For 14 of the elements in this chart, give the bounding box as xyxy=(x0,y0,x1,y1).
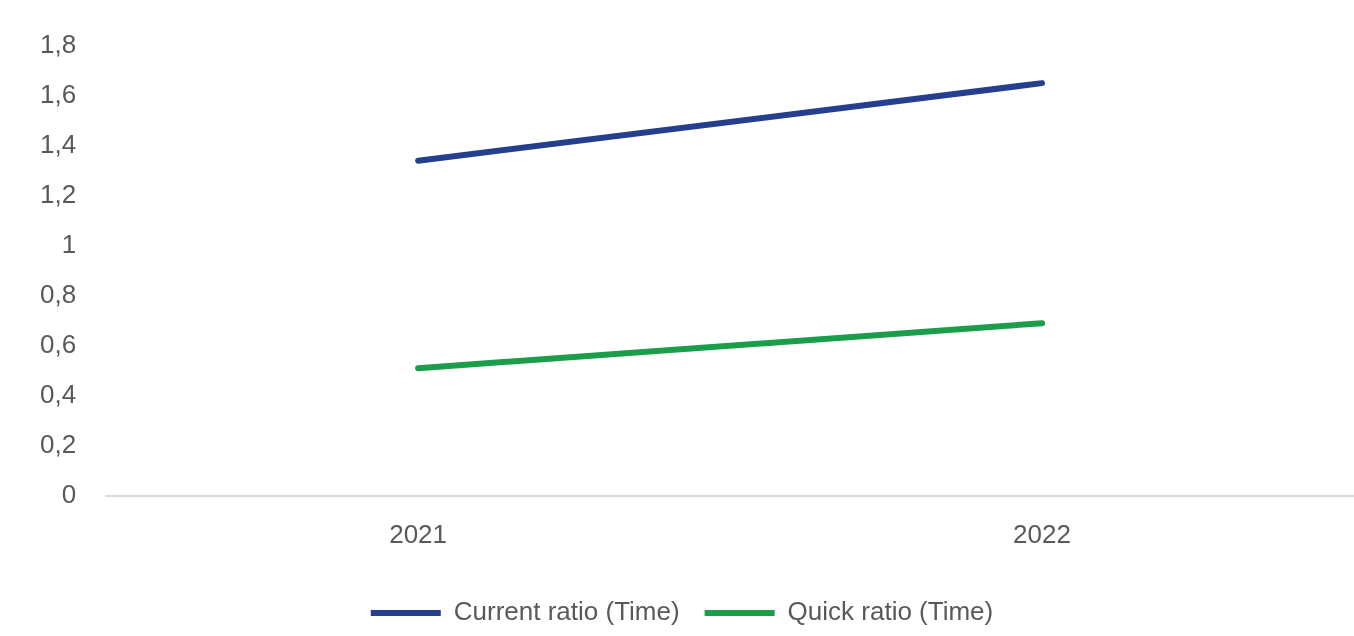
y-tick-label: 0,8 xyxy=(39,278,77,309)
y-tick-label: 0,6 xyxy=(39,328,77,359)
y-tick-label: 0,2 xyxy=(39,428,77,459)
y-tick-label: 1 xyxy=(61,228,77,259)
legend-label: Current ratio (Time) xyxy=(453,596,680,627)
x-tick-label: 2022 xyxy=(1013,518,1071,549)
x-tick-label: 2021 xyxy=(389,518,448,549)
legend-label: Quick ratio (Time) xyxy=(787,596,994,627)
y-tick-label: 0,4 xyxy=(39,378,77,409)
y-tick-label: 1,6 xyxy=(39,78,77,109)
y-tick-label: 1,8 xyxy=(39,28,77,59)
y-tick-label: 1,4 xyxy=(39,128,77,159)
y-tick-label: 1,2 xyxy=(39,178,77,209)
y-tick-label: 0 xyxy=(61,478,77,509)
